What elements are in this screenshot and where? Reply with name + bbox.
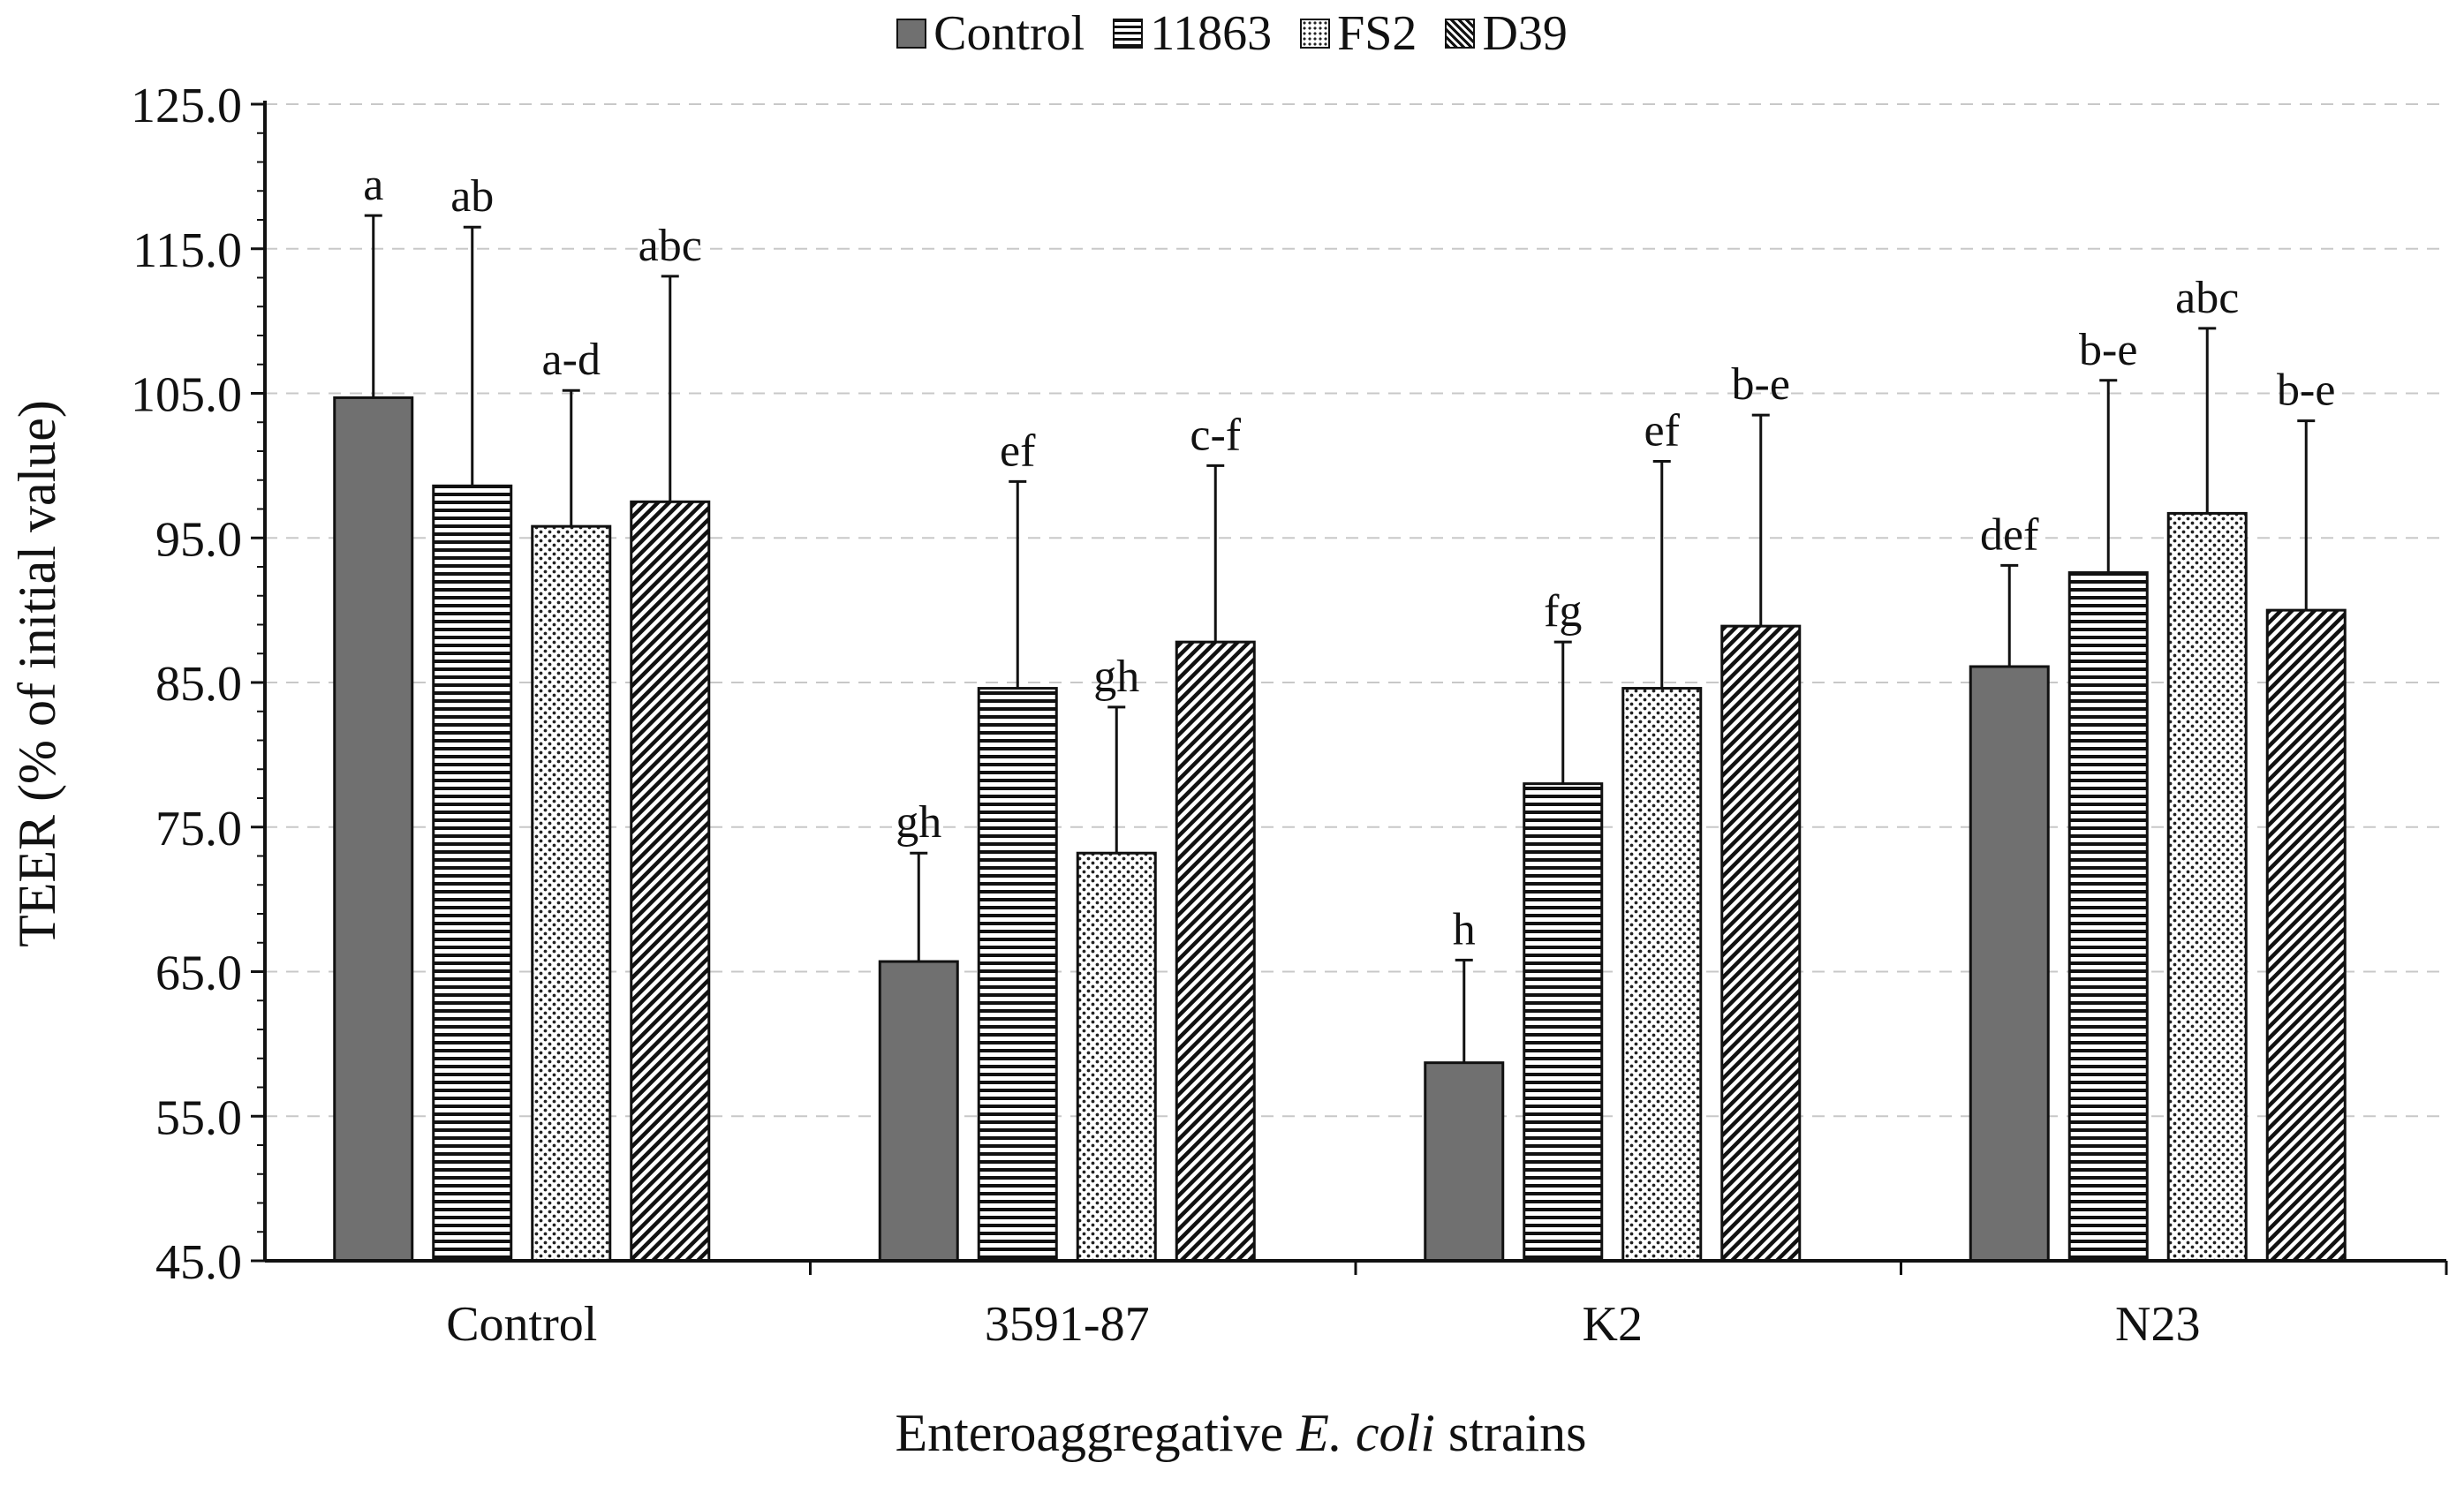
y-tick-label: 65.0 — [155, 946, 242, 1001]
legend-label-fs2: FS2 — [1337, 6, 1417, 61]
bar — [977, 687, 1058, 1263]
labels: 45.0 55.0 65.0 75.0 85.0 95.0 105.0 115.0 125.0 C… — [131, 79, 2335, 1352]
significance-label: b-e — [1732, 359, 1790, 410]
significance-label: abc — [639, 221, 702, 271]
x-axis-title-suffix: strains — [1435, 1404, 1587, 1462]
bar — [1720, 624, 1802, 1263]
significance-label: fg — [1544, 586, 1582, 637]
bar — [1969, 665, 2050, 1263]
legend-swatch-11863 — [1113, 19, 1144, 49]
significance-label: gh — [1093, 652, 1139, 702]
y-tick-label: 75.0 — [155, 802, 242, 856]
y-tick-label: 105.0 — [131, 368, 242, 423]
x-axis-title: Enteroaggregative E. coli strains — [895, 1404, 1586, 1462]
legend-label-control: Control — [933, 6, 1085, 61]
bars — [333, 214, 2347, 1263]
bar — [630, 500, 711, 1263]
y-tick-label: 45.0 — [155, 1235, 242, 1290]
legend-swatch-d39 — [1445, 19, 1476, 49]
bar — [2265, 608, 2347, 1263]
y-tick-label: 95.0 — [155, 512, 242, 567]
legend-swatch-control — [896, 19, 927, 49]
bar — [1621, 687, 1703, 1263]
y-axis-title: TEER (% of initial value) — [8, 400, 66, 947]
axes — [251, 101, 2448, 1275]
y-tick-label: 85.0 — [155, 657, 242, 712]
x-axis-title-italic: E. coli — [1296, 1404, 1435, 1462]
x-axis-title-prefix: Enteroaggregative — [895, 1404, 1296, 1462]
significance-label: ef — [1644, 405, 1681, 456]
legend: Control 11863 FS2 D39 — [0, 5, 2464, 62]
significance-label: a-d — [542, 335, 601, 385]
significance-label: b-e — [2079, 325, 2137, 375]
x-tick-label: N23 — [2115, 1297, 2200, 1352]
significance-label: b-e — [2277, 366, 2335, 416]
significance-label: ab — [450, 171, 494, 222]
bar — [333, 396, 414, 1263]
grid-lines — [265, 103, 2446, 1118]
significance-label: c-f — [1190, 410, 1241, 460]
bar — [531, 524, 612, 1263]
x-tick-label: 3591-87 — [985, 1297, 1150, 1352]
y-tick-label: 55.0 — [155, 1090, 242, 1145]
significance-label: def — [1980, 509, 2039, 560]
legend-label-11863: 11863 — [1150, 6, 1273, 61]
legend-item-d39: D39 — [1445, 5, 1568, 62]
y-tick-label: 115.0 — [132, 223, 242, 278]
significance-label: gh — [896, 797, 941, 848]
significance-label: h — [1453, 904, 1476, 954]
bar — [878, 960, 959, 1263]
significance-label: a — [363, 160, 383, 210]
bar — [1523, 782, 1604, 1263]
significance-label: abc — [2175, 273, 2239, 323]
legend-item-11863: 11863 — [1113, 5, 1272, 62]
x-tick-label: Control — [446, 1297, 597, 1352]
bar — [1076, 851, 1157, 1263]
legend-swatch-fs2 — [1300, 19, 1331, 49]
bar — [1424, 1061, 1505, 1263]
x-tick-label: K2 — [1583, 1297, 1643, 1352]
legend-label-d39: D39 — [1482, 6, 1568, 61]
legend-item-fs2: FS2 — [1300, 5, 1417, 62]
legend-item-control: Control — [896, 5, 1085, 62]
significance-label: ef — [1000, 426, 1036, 476]
bar — [2166, 511, 2248, 1263]
bar — [2067, 571, 2149, 1263]
bar — [1175, 640, 1256, 1263]
bar — [432, 484, 513, 1263]
y-tick-label: 125.0 — [131, 79, 242, 133]
